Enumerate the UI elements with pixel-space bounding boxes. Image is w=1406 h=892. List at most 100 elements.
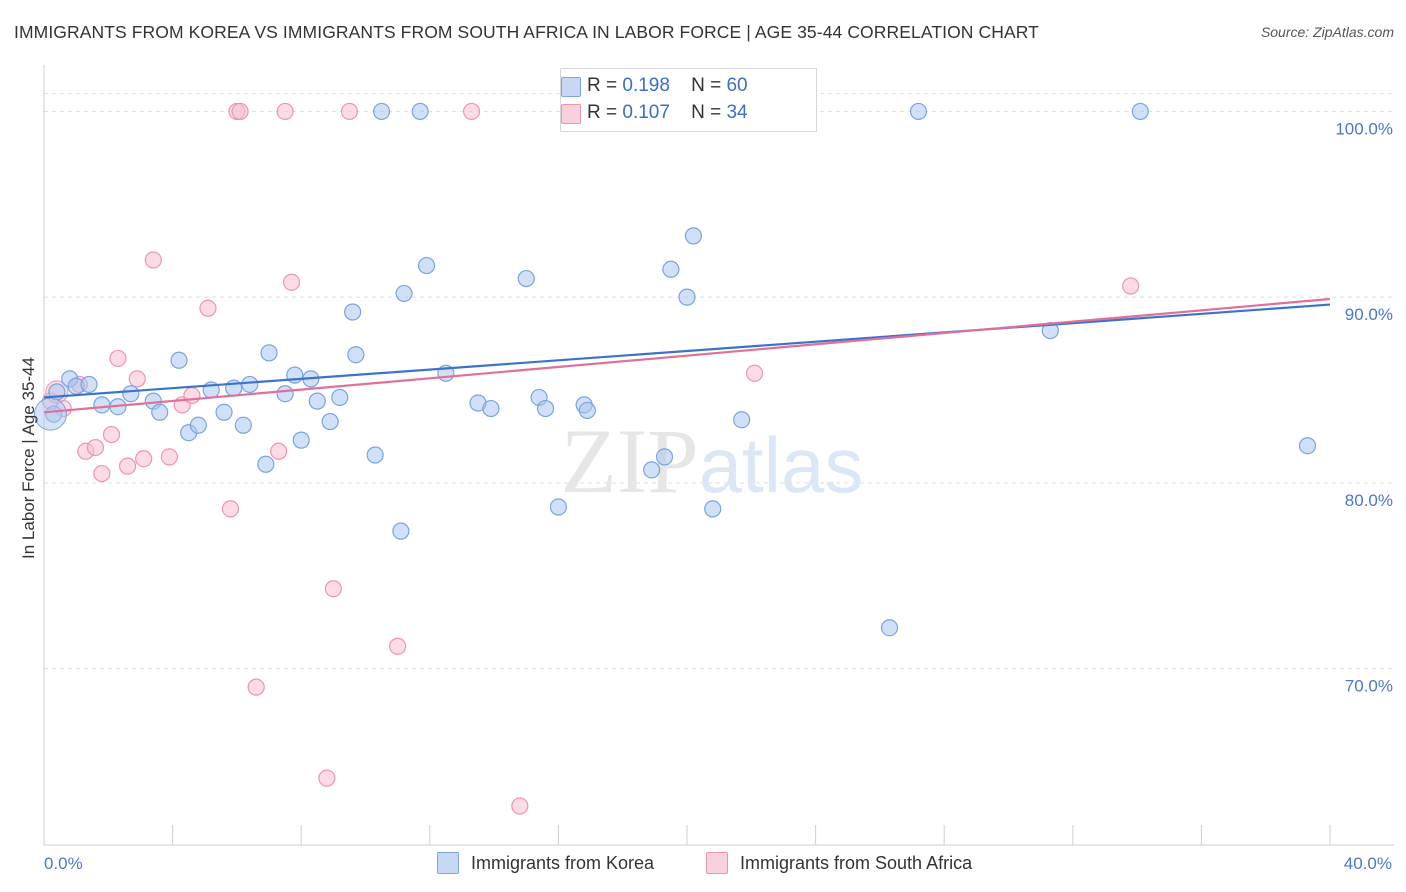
south-africa-point [745, 364, 764, 382]
south-africa-trend-line [43, 297, 1331, 414]
south-africa-point [199, 299, 217, 317]
korea-n-label: N = [691, 75, 722, 96]
bottom-legend-south-africa: Immigrants from South Africa [706, 852, 972, 874]
korea-point [704, 500, 722, 518]
south-africa-n-value: 34 [726, 102, 748, 123]
south-africa-point [144, 251, 162, 269]
south-africa-point [318, 769, 336, 787]
korea-point [517, 269, 535, 288]
korea-point [536, 399, 555, 418]
korea-point [372, 102, 391, 121]
south-africa-point [282, 273, 301, 291]
korea-point [189, 416, 207, 434]
korea-point [684, 227, 703, 245]
korea-swatch [561, 77, 581, 97]
korea-point [321, 412, 339, 431]
trend-lines [43, 297, 1331, 414]
korea-point [1298, 437, 1317, 455]
korea-trend-line [43, 303, 1331, 399]
south-africa-point [93, 464, 111, 483]
y-tick-labels: 70.0% 80.0% 90.0% 100.0% [1335, 119, 1393, 695]
x-tick-label: 40.0% [1344, 854, 1392, 873]
south-africa-point [86, 438, 105, 457]
south-africa-point [160, 448, 178, 466]
y-tick-label: 90.0% [1345, 305, 1393, 324]
bottom-legend-south-africa-swatch [706, 852, 728, 874]
korea-point [417, 256, 436, 275]
korea-point [215, 403, 233, 421]
south-africa-point [135, 450, 153, 468]
chart-title: IMMIGRANTS FROM KOREA VS IMMIGRANTS FROM… [14, 22, 1039, 42]
bottom-legend-korea: Immigrants from Korea [437, 852, 654, 874]
korea-point [308, 392, 326, 410]
korea-point [93, 396, 111, 414]
korea-point [347, 346, 365, 364]
korea-point [331, 388, 349, 407]
korea-point [366, 446, 384, 464]
x-tick-label: 0.0% [44, 854, 83, 873]
legend-row-south-africa: R = 0.107 N = 34 [561, 100, 748, 126]
south-africa-point [247, 678, 265, 696]
korea-point [655, 448, 674, 466]
korea-point [482, 399, 500, 418]
south-africa-point [118, 457, 137, 475]
korea-point [260, 344, 278, 362]
south-africa-point [389, 637, 407, 655]
korea-point [151, 403, 169, 421]
bottom-legend-korea-label: Immigrants from Korea [471, 852, 655, 873]
watermark-atlas: atlas [699, 421, 864, 509]
korea-point [344, 303, 362, 321]
y-tick-label: 80.0% [1345, 491, 1393, 510]
korea-point [276, 385, 294, 403]
x-tick-labels: 0.0% 40.0% [44, 854, 1392, 873]
south-africa-point [183, 386, 201, 405]
y-axis-label: In Labor Force | Age 35-44 [19, 357, 38, 559]
y-tick-label: 100.0% [1335, 119, 1393, 138]
south-africa-point [511, 797, 529, 815]
watermark-zip: ZIP [561, 410, 699, 512]
korea-point [80, 375, 98, 394]
korea-point [1131, 102, 1149, 121]
korea-point [549, 498, 568, 516]
legend-row-korea: R = 0.198 N = 60 [561, 73, 748, 99]
korea-point [122, 385, 140, 403]
south-africa-r-value: 0.107 [622, 102, 670, 123]
korea-point [170, 351, 188, 369]
south-africa-point [109, 349, 127, 368]
correlation-legend: R = 0.198 N = 60 R = 0.107 N = 34 [560, 68, 817, 132]
south-africa-point [102, 425, 121, 444]
south-africa-point [276, 102, 294, 121]
source-note: Source: ZipAtlas.com [1260, 24, 1394, 40]
south-africa-point [324, 580, 342, 598]
korea-point [392, 522, 410, 540]
korea-point [643, 461, 661, 479]
korea-point [662, 260, 680, 278]
south-africa-point [1122, 277, 1140, 295]
south-africa-swatch [561, 104, 581, 124]
korea-point [411, 102, 429, 121]
south-africa-point [270, 442, 288, 460]
korea-points [33, 102, 1317, 637]
korea-point [292, 431, 310, 449]
korea-point [909, 102, 928, 121]
watermark: ZIPatlas [561, 410, 864, 512]
korea-point [733, 411, 751, 429]
south-africa-point [128, 370, 146, 388]
south-africa-point [462, 102, 481, 121]
korea-point-cluster [33, 397, 67, 431]
bottom-legend-korea-swatch [437, 852, 459, 874]
korea-point [395, 284, 413, 303]
korea-n-value: 60 [726, 75, 748, 96]
korea-point [578, 401, 596, 420]
korea-r-value: 0.198 [622, 75, 670, 96]
south-africa-point [340, 102, 359, 121]
south-africa-n-label: N = [691, 102, 722, 123]
bottom-legend-south-africa-label: Immigrants from South Africa [740, 852, 973, 873]
south-africa-r-label: R = [587, 102, 618, 123]
y-tick-label: 70.0% [1345, 677, 1393, 696]
korea-point [234, 416, 252, 434]
axes [43, 65, 1394, 846]
korea-point [678, 288, 696, 306]
south-africa-point [221, 500, 240, 518]
